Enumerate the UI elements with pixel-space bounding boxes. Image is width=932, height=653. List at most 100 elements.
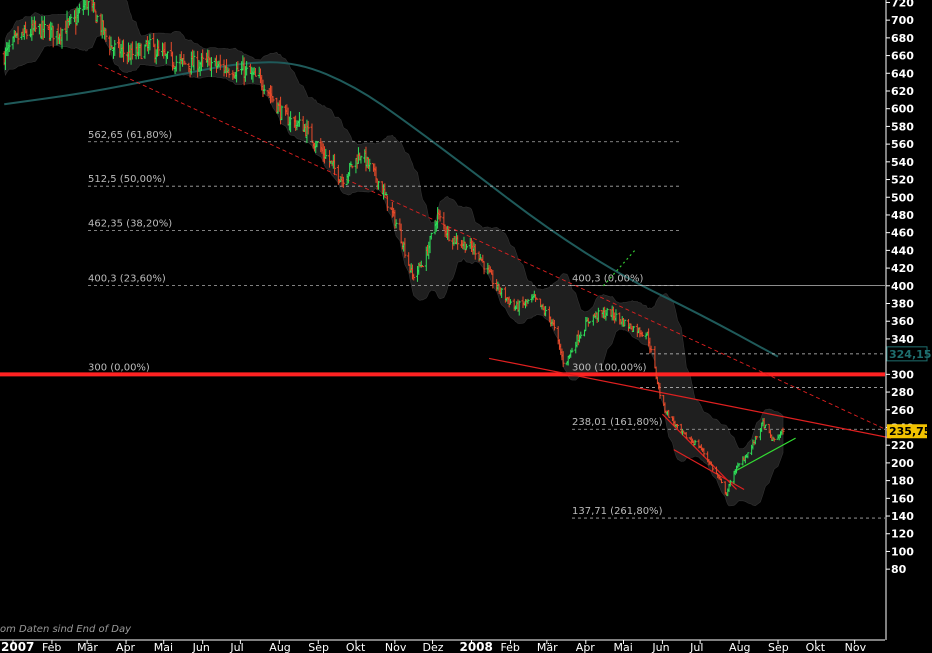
y-tick-label: 260 (891, 404, 914, 417)
price-tags: 235,75 324,15 (886, 346, 931, 439)
ohlc-bar (95, 14, 99, 22)
ohlc-bar (719, 478, 723, 484)
x-tick-label: Jul (689, 641, 703, 653)
ohlc-bar (349, 161, 353, 168)
ohlc-bar (649, 345, 653, 353)
ohlc-bar (755, 435, 759, 440)
trendline (733, 437, 796, 473)
ohlc-bar (86, 1, 90, 16)
ohlc-bar (421, 265, 425, 268)
ohlc-bar (438, 210, 442, 222)
ohlc-bar (737, 463, 741, 467)
x-tick-label: Jun (192, 641, 210, 653)
y-tick-label: 480 (891, 209, 914, 222)
y-tick-label: 680 (891, 32, 914, 45)
ohlc-bar (644, 332, 648, 340)
ohlc-bar (702, 447, 706, 457)
x-tick-label: Dez (423, 641, 444, 653)
ohlc-bar (166, 51, 170, 60)
x-tick-label: Apr (576, 641, 596, 653)
ohlc-bar (588, 321, 592, 324)
moving-average-line (4, 61, 779, 358)
y-tick-label: 540 (891, 156, 914, 169)
trendlines (98, 64, 892, 490)
y-tick-label: 80 (891, 563, 907, 576)
fib-label: 462,35 (38,20%) (88, 219, 172, 230)
ohlc-bar (271, 96, 275, 103)
ohlc-bar (109, 36, 113, 51)
y-tick-label: 280 (891, 386, 914, 399)
y-tick-label: 720 (891, 0, 914, 9)
ohlc-bar (618, 312, 622, 325)
price-tag: 324,15 (886, 346, 931, 362)
y-tick-label: 360 (891, 315, 914, 328)
x-tick-label: Jul (229, 641, 243, 653)
ohlc-bar (341, 176, 345, 188)
ohlc-bar (464, 243, 468, 250)
trendline (673, 449, 745, 490)
x-tick-label: Nov (845, 641, 867, 653)
y-tick-label: 520 (891, 174, 914, 187)
svg-text:324,15: 324,15 (889, 348, 931, 361)
x-tick-label: Apr (116, 641, 136, 653)
x-tick-label: Mär (537, 641, 558, 653)
ohlc-bar (394, 219, 398, 229)
x-tick-label: Okt (806, 641, 826, 653)
x-tick-label: Nov (385, 641, 407, 653)
x-tick-label: Feb (500, 641, 519, 653)
ohlc-bar (174, 55, 178, 72)
ohlc-bar (245, 61, 249, 76)
ohlc-bar (781, 427, 785, 435)
ohlc-bar (333, 153, 337, 176)
ohlc-bar (104, 28, 108, 42)
ohlc-bar (113, 40, 117, 56)
fib-label: 137,71 (261,80%) (572, 506, 663, 517)
ohlc-bar (192, 50, 196, 71)
ohlc-bar (42, 16, 46, 38)
ohlc-bar (297, 112, 301, 127)
ohlc-bar (78, 3, 82, 13)
ohlc-bar (676, 423, 680, 429)
y-tick-label: 140 (891, 510, 914, 523)
x-tick-label: Mai (154, 641, 173, 653)
ohlc-bar (122, 39, 126, 63)
ohlc-bar (7, 39, 11, 53)
ohlc-bar (315, 140, 319, 148)
ohlc-bar (491, 270, 495, 289)
ohlc-bar (772, 437, 776, 442)
y-tick-label: 440 (891, 244, 914, 257)
ohlc-bar (728, 479, 732, 487)
y-tick-label: 180 (891, 475, 914, 488)
ohlc-bar (640, 331, 644, 337)
ohlc-bar (227, 68, 231, 78)
y-tick-label: 100 (891, 545, 914, 558)
y-tick-label: 420 (891, 262, 914, 275)
y-tick-label: 380 (891, 298, 914, 311)
trendline (98, 64, 892, 433)
y-tick-label: 120 (891, 528, 914, 541)
ohlc-bar (746, 452, 750, 459)
y-tick-label: 200 (891, 457, 914, 470)
ohlc-bar (201, 49, 205, 67)
ohlc-bar (399, 223, 403, 244)
y-tick-label: 640 (891, 67, 914, 80)
y-tick-label: 660 (891, 50, 914, 63)
ohlc-bar (139, 43, 143, 60)
y-tick-label: 600 (891, 103, 914, 116)
ohlc-bar (412, 273, 416, 281)
ohlc-bar (429, 232, 433, 240)
ohlc-bar (16, 26, 20, 45)
y-tick-label: 500 (891, 191, 914, 204)
ohlc-bar (34, 20, 38, 32)
ohlc-bar (377, 180, 381, 190)
ohlc-bar (262, 84, 266, 95)
ohlc-bar (385, 195, 389, 212)
y-tick-label: 620 (891, 85, 914, 98)
trendline (488, 357, 892, 439)
ohlc-bar (218, 54, 222, 71)
x-tick-label: Aug (269, 641, 290, 653)
ohlc-bar (552, 319, 556, 331)
